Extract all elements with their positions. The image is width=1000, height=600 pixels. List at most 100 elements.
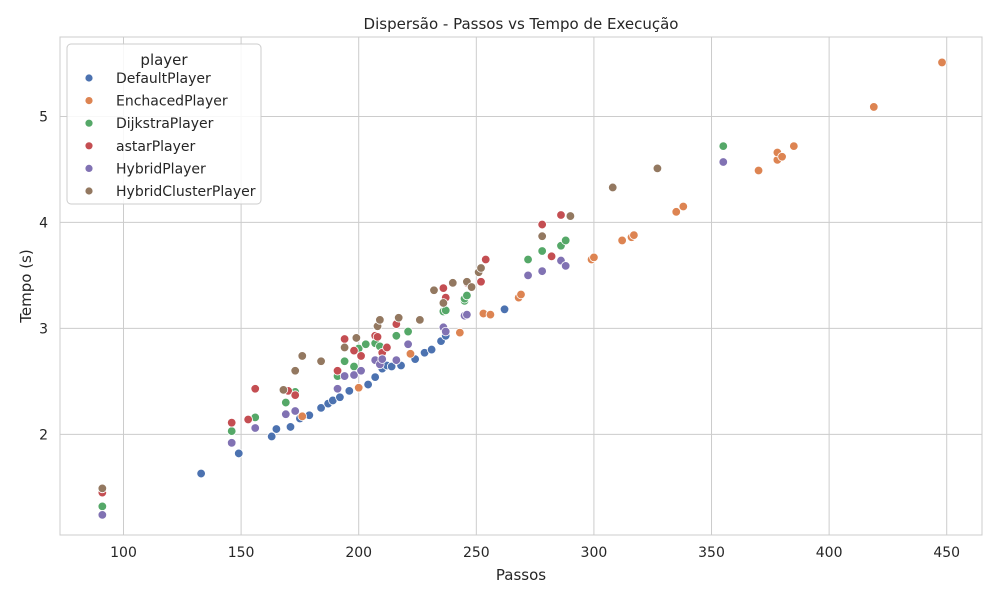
- data-point: [335, 392, 345, 402]
- data-point: [290, 390, 300, 400]
- data-point: [250, 384, 260, 394]
- data-point: [405, 349, 416, 359]
- data-point: [753, 165, 764, 176]
- data-point: [537, 231, 547, 241]
- data-point: [391, 331, 402, 341]
- data-point: [391, 355, 402, 365]
- data-point: [560, 261, 571, 271]
- data-point: [523, 254, 533, 265]
- data-point: [196, 468, 206, 479]
- data-point: [316, 403, 326, 413]
- data-point: [415, 315, 425, 325]
- plot-area-frame: [59, 36, 983, 536]
- data-point: [271, 424, 282, 434]
- legend-marker: [84, 141, 94, 151]
- data-point: [869, 102, 879, 112]
- data-point: [476, 277, 486, 287]
- x-tick-label: 200: [345, 545, 372, 561]
- legend-marker: [84, 73, 94, 83]
- data-point: [537, 219, 547, 230]
- data-point: [499, 304, 510, 315]
- x-tick-label: 100: [110, 545, 137, 561]
- data-point: [718, 157, 728, 167]
- data-point: [339, 334, 350, 344]
- data-point: [556, 210, 566, 220]
- data-point: [485, 309, 496, 320]
- data-point: [462, 290, 472, 301]
- data-points: [97, 57, 947, 520]
- legend-box: [66, 43, 262, 205]
- data-point: [546, 251, 557, 262]
- data-point: [339, 342, 350, 353]
- data-point: [316, 356, 326, 366]
- data-point: [297, 411, 307, 422]
- data-point: [266, 431, 277, 442]
- data-point: [481, 254, 491, 265]
- data-point: [375, 315, 385, 325]
- data-point: [462, 309, 472, 320]
- data-point: [678, 201, 688, 212]
- data-point: [382, 342, 392, 353]
- data-point: [226, 426, 237, 436]
- legend: player DefaultPlayer EnchacedPlayer Dijkst…: [66, 43, 262, 205]
- data-point: [97, 510, 108, 520]
- data-point: [361, 339, 371, 349]
- data-point: [290, 406, 300, 416]
- data-point: [438, 283, 449, 293]
- y-axis-ticks: 2 3 4 5: [39, 109, 48, 443]
- data-point: [372, 332, 383, 342]
- x-axis-label: Passos: [496, 566, 546, 584]
- legend-marker: [84, 96, 94, 105]
- data-point: [671, 207, 681, 217]
- data-point: [226, 417, 237, 428]
- data-point: [629, 230, 639, 240]
- data-point: [97, 501, 108, 512]
- x-tick-label: 150: [228, 545, 255, 561]
- data-point: [297, 351, 307, 361]
- x-tick-label: 400: [816, 545, 843, 561]
- x-tick-label: 250: [463, 545, 490, 561]
- data-point: [349, 370, 359, 380]
- series-HybridClusterPlayer: [97, 163, 663, 494]
- chart-title: Dispersão - Passos vs Tempo de Execução: [364, 15, 679, 33]
- data-point: [537, 266, 547, 276]
- data-point: [476, 263, 486, 273]
- data-point: [426, 344, 437, 355]
- x-tick-label: 300: [581, 545, 608, 561]
- series-HybridPlayer: [97, 157, 728, 520]
- data-point: [234, 448, 244, 459]
- data-point: [466, 282, 477, 292]
- y-tick-label: 2: [39, 427, 48, 443]
- data-point: [718, 141, 728, 151]
- data-point: [937, 57, 947, 68]
- data-point: [250, 423, 260, 433]
- data-point: [589, 252, 599, 263]
- data-point: [97, 483, 108, 494]
- data-point: [386, 361, 397, 372]
- data-point: [537, 246, 547, 256]
- data-point: [285, 422, 296, 432]
- data-point: [516, 289, 526, 300]
- y-tick-label: 3: [39, 321, 48, 337]
- series-EnchacedPlayer: [297, 57, 947, 422]
- data-point: [560, 235, 571, 246]
- data-point: [429, 285, 439, 295]
- data-point: [281, 397, 291, 408]
- data-point: [351, 333, 362, 343]
- data-point: [377, 354, 387, 364]
- legend-items: DefaultPlayer EnchacedPlayer DijkstraPlaye…: [84, 71, 256, 200]
- data-point: [356, 366, 366, 376]
- data-point: [393, 313, 404, 323]
- x-tick-label: 450: [933, 545, 960, 561]
- legend-title: player: [140, 51, 188, 69]
- legend-marker: [84, 186, 94, 196]
- y-tick-label: 4: [39, 215, 48, 231]
- data-point: [332, 366, 343, 376]
- legend-entry-label: EnchacedPlayer: [116, 94, 228, 110]
- data-point: [617, 235, 627, 246]
- data-point: [608, 182, 618, 193]
- data-point: [278, 385, 289, 395]
- series-astarPlayer: [97, 210, 566, 498]
- data-point: [441, 326, 451, 337]
